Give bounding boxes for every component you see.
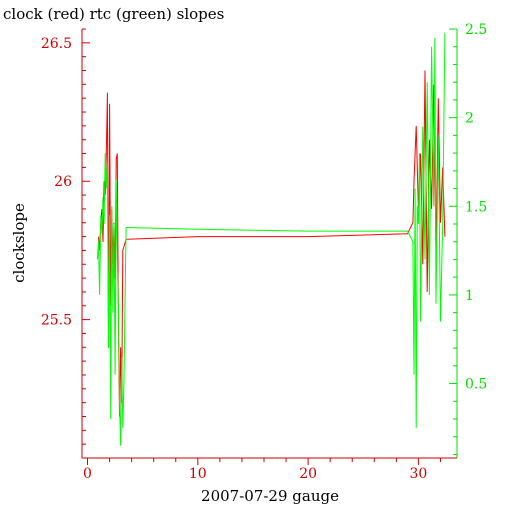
series-rtc-line [96, 32, 446, 446]
right-y-tick-label: 0.5 [465, 377, 487, 393]
x-tick-label: 20 [299, 466, 317, 482]
series-clock-line [98, 70, 446, 417]
right-y-tick-label: 2 [465, 111, 474, 127]
right-y-tick-label: 1.5 [465, 199, 487, 215]
y-axis-label: clockslope [10, 203, 28, 283]
left-y-tick-label: 26.5 [41, 36, 72, 52]
x-tick-label: 30 [409, 466, 427, 482]
series-layer [96, 32, 446, 446]
ticks: 0 10 20 30 25.5 26 26.5 0.5 1 1.5 2 2.5 [41, 22, 487, 482]
left-y-tick-label: 25.5 [41, 313, 72, 329]
axes [81, 29, 458, 459]
left-y-tick-label: 26 [54, 174, 72, 190]
x-tick-label: 10 [189, 466, 207, 482]
x-axis-label: 2007-07-29 gauge [201, 487, 339, 505]
right-y-tick-label: 1 [465, 288, 474, 304]
x-tick-label: 0 [83, 466, 92, 482]
chart-title: clock (red) rtc (green) slopes [3, 5, 224, 23]
right-y-tick-label: 2.5 [465, 22, 487, 38]
